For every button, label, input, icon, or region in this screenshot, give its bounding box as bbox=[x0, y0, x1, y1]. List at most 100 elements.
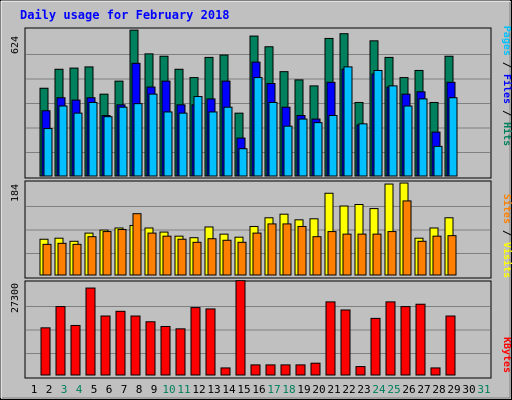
bar-pages bbox=[193, 96, 203, 177]
bar-sites bbox=[267, 223, 277, 276]
bar-pages bbox=[208, 111, 218, 177]
x-tick-label: 22 bbox=[342, 383, 355, 396]
y-max-label-top: 624 bbox=[10, 36, 21, 54]
x-tick-label: 26 bbox=[402, 383, 415, 396]
bar-sites bbox=[402, 200, 412, 276]
bar-sites bbox=[192, 241, 202, 276]
legend-top: Pages / Files / Hits bbox=[501, 26, 512, 146]
x-tick-label: 12 bbox=[192, 383, 205, 396]
x-tick-label: 9 bbox=[151, 383, 158, 396]
x-tick-label: 4 bbox=[76, 383, 83, 396]
bar-kbytes bbox=[355, 366, 366, 376]
bar-sites bbox=[312, 236, 322, 276]
bar-pages bbox=[88, 101, 98, 177]
bar-pages bbox=[253, 77, 263, 177]
bar-sites bbox=[207, 238, 217, 276]
legend-separator: / bbox=[501, 104, 512, 122]
x-tick-label: 2 bbox=[46, 383, 53, 396]
bar-pages bbox=[163, 111, 173, 177]
bar-pages bbox=[238, 148, 248, 177]
x-tick-label: 24 bbox=[372, 383, 386, 396]
bar-pages bbox=[103, 116, 113, 177]
bar-kbytes bbox=[280, 364, 291, 376]
legend-separator: / bbox=[501, 224, 512, 242]
bar-pages bbox=[223, 106, 233, 177]
bar-kbytes bbox=[70, 324, 81, 376]
bar-kbytes bbox=[55, 306, 66, 376]
bar-kbytes bbox=[250, 364, 261, 376]
legend-middle: Sites / Visits bbox=[501, 194, 512, 278]
x-tick-label: 6 bbox=[106, 383, 113, 396]
x-tick-label: 19 bbox=[297, 383, 310, 396]
x-tick-label: 27 bbox=[417, 383, 430, 396]
bar-pages bbox=[148, 93, 158, 177]
bar-kbytes bbox=[190, 307, 201, 376]
bar-sites bbox=[177, 238, 187, 276]
x-tick-label: 25 bbox=[387, 383, 400, 396]
x-tick-label: 1 bbox=[31, 383, 38, 396]
bar-kbytes bbox=[400, 306, 411, 376]
x-tick-label: 13 bbox=[207, 383, 220, 396]
legend-hits: Hits bbox=[501, 122, 512, 146]
x-tick-label: 30 bbox=[462, 383, 475, 396]
bar-kbytes bbox=[445, 315, 456, 376]
legend-files: Files bbox=[501, 74, 512, 104]
bar-kbytes bbox=[370, 317, 381, 376]
bar-sites bbox=[342, 233, 352, 276]
bar-kbytes bbox=[85, 287, 96, 376]
bar-kbytes bbox=[235, 280, 246, 376]
bar-pages bbox=[58, 105, 68, 177]
chart-title: Daily usage for February 2018 bbox=[20, 8, 230, 22]
bar-sites bbox=[372, 233, 382, 276]
bar-sites bbox=[147, 232, 157, 276]
legend-visits: Visits bbox=[501, 242, 512, 278]
bar-pages bbox=[178, 112, 188, 177]
bar-kbytes bbox=[100, 315, 111, 376]
bar-kbytes bbox=[145, 321, 156, 376]
bar-kbytes bbox=[265, 364, 276, 376]
bar-kbytes bbox=[160, 325, 171, 376]
bar-pages bbox=[328, 115, 338, 177]
x-tick-label: 7 bbox=[121, 383, 128, 396]
x-tick-label: 11 bbox=[177, 383, 190, 396]
bar-sites bbox=[327, 231, 337, 276]
bar-pages bbox=[43, 128, 53, 177]
bar-pages bbox=[448, 97, 458, 177]
bar-kbytes bbox=[130, 315, 141, 376]
bar-sites bbox=[282, 223, 292, 276]
bar-sites bbox=[237, 241, 247, 276]
x-tick-label: 31 bbox=[477, 383, 490, 396]
legend-kbytes: KBytes bbox=[501, 337, 512, 373]
bar-kbytes bbox=[415, 303, 426, 376]
y-max-label-bottom: 27300 bbox=[10, 283, 21, 313]
bar-pages bbox=[133, 103, 143, 177]
x-tick-label: 5 bbox=[91, 383, 98, 396]
x-tick-label: 29 bbox=[447, 383, 460, 396]
bar-sites bbox=[417, 240, 427, 276]
x-tick-label: 14 bbox=[222, 383, 236, 396]
bar-sites bbox=[132, 213, 142, 276]
bar-sites bbox=[252, 232, 262, 276]
bar-sites bbox=[222, 239, 232, 276]
bar-sites bbox=[87, 236, 97, 276]
x-axis-labels: 1 2 3 4 5 6 7 8 9 10 11 12 13 14 15 16 17 18 19 20 21 22 23 24 2… bbox=[31, 383, 491, 396]
bar-kbytes bbox=[175, 328, 186, 376]
bar-sites bbox=[387, 231, 397, 276]
x-tick-label: 23 bbox=[357, 383, 370, 396]
bar-pages bbox=[73, 112, 83, 177]
bar-sites bbox=[72, 243, 82, 276]
bar-pages bbox=[373, 69, 383, 177]
bar-sites bbox=[42, 243, 52, 276]
bar-pages bbox=[118, 106, 128, 177]
x-tick-label: 21 bbox=[327, 383, 340, 396]
bar-kbytes bbox=[385, 301, 396, 376]
bar-kbytes bbox=[340, 309, 351, 376]
bar-sites bbox=[447, 235, 457, 276]
bar-sites bbox=[357, 233, 367, 276]
x-tick-label: 28 bbox=[432, 383, 445, 396]
x-tick-label: 8 bbox=[136, 383, 143, 396]
bar-sites bbox=[117, 229, 127, 276]
bar-pages bbox=[268, 101, 278, 177]
bar-sites bbox=[102, 231, 112, 276]
bar-kbytes bbox=[430, 367, 441, 376]
